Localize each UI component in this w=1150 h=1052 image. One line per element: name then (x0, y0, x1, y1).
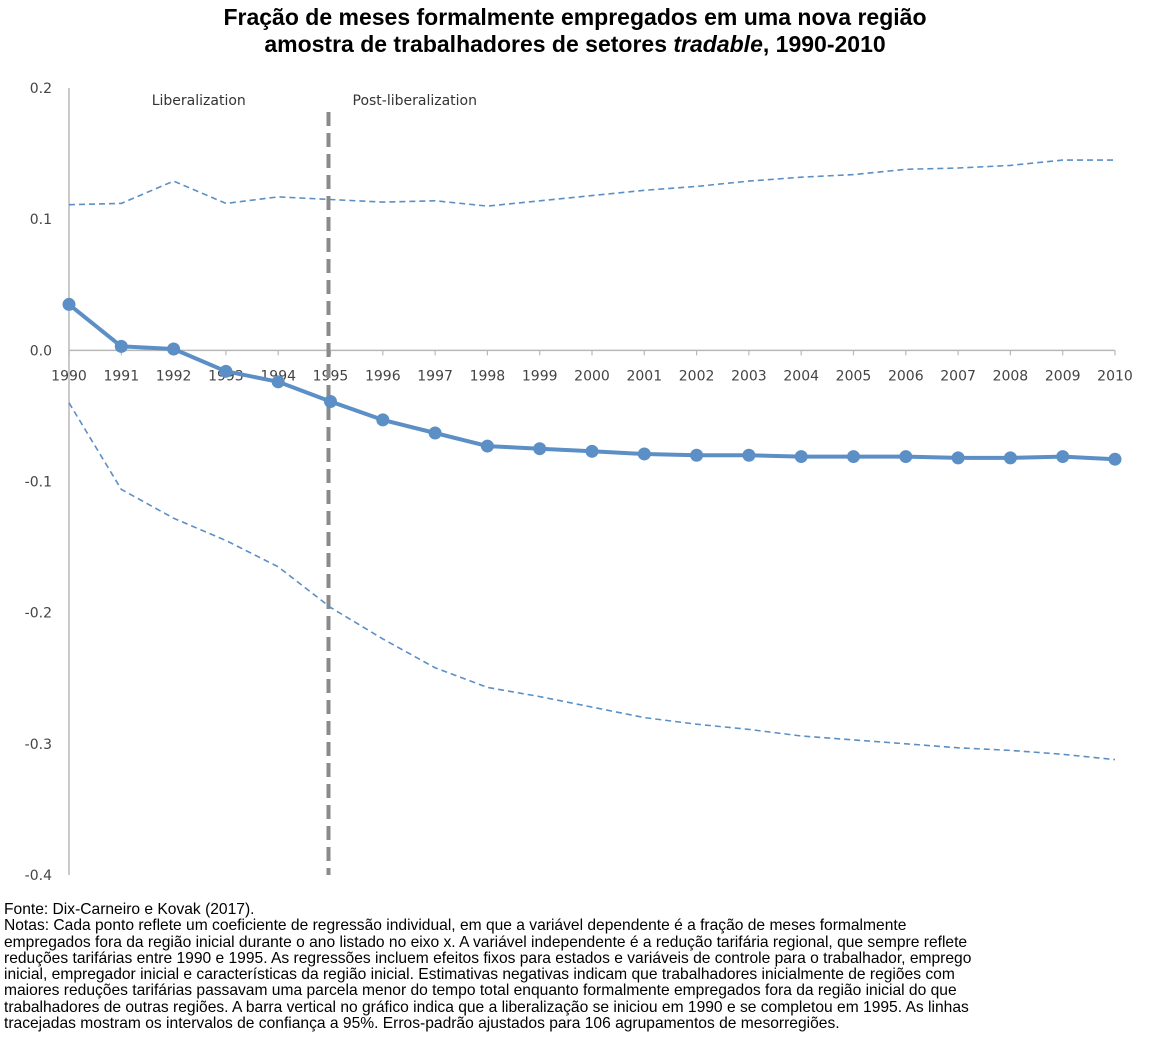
series-line-lower-95 (68, 402, 1116, 761)
y-tick-label: 0.0 (30, 343, 52, 359)
y-tick-label: -0.3 (25, 737, 52, 753)
x-tick-label: 2000 (574, 368, 610, 384)
data-point-estimate (167, 342, 181, 356)
notes-line: reduções tarifárias entre 1990 e 1995. A… (4, 949, 972, 967)
data-point-estimate (637, 447, 651, 461)
data-point-estimate (376, 413, 390, 427)
data-point-estimate (585, 444, 599, 458)
notes-line: empregados fora da região inicial durant… (4, 933, 968, 951)
data-point-estimate (742, 448, 756, 462)
data-point-estimate (847, 450, 860, 464)
x-tick-label: 1998 (470, 368, 506, 384)
source-note: Fonte: Dix-Carneiro e Kovak (2017). (4, 901, 255, 918)
data-point-estimate (1108, 452, 1122, 466)
chart-notes: Fonte: Dix-Carneiro e Kovak (2017). Nota… (4, 901, 1146, 1033)
x-tick-label: 2010 (1097, 368, 1133, 384)
x-tick-label: 1996 (365, 368, 401, 384)
data-point-estimate (1056, 450, 1070, 464)
data-point-estimate (533, 442, 547, 456)
y-tick-label: -0.2 (25, 606, 52, 622)
notes-line: tracejadas mostram os intervalos de conf… (4, 1015, 840, 1033)
data-point-estimate (794, 450, 808, 464)
data-point-estimate (324, 394, 337, 408)
x-tick-label: 2008 (993, 368, 1029, 384)
x-tick-label: 1999 (522, 368, 558, 384)
data-point-estimate (219, 364, 233, 378)
y-tick-label: -0.4 (25, 868, 52, 884)
x-tick-label: 2005 (836, 368, 872, 384)
data-point-estimate (271, 375, 285, 389)
x-tick-label: 2009 (1045, 368, 1081, 384)
series-line-upper-95 (68, 159, 1115, 207)
x-tick-label: 1997 (417, 368, 453, 384)
x-tick-label: 2001 (626, 368, 662, 384)
region-label-post-liberalization: Post-liberalization (353, 93, 477, 109)
y-tick-label: 0.1 (30, 212, 52, 228)
chart-title-line1: Fração de meses formalmente empregados e… (223, 4, 927, 30)
x-tick-label: 2007 (940, 368, 976, 384)
chart-title-line2-pre: amostra de trabalhadores de setores (264, 31, 674, 57)
data-point-estimate (480, 439, 494, 453)
data-point-estimate (62, 297, 76, 311)
data-point-estimate (690, 448, 704, 462)
notes-line: trabalhadores de outras regiões. A barra… (4, 998, 969, 1016)
x-tick-label: 2004 (783, 368, 819, 384)
chart-title-line2-post: , 1990-2010 (762, 31, 886, 57)
x-tick-label: 1990 (51, 368, 87, 384)
y-tick-label: 0.2 (30, 81, 52, 97)
data-point-estimate (899, 450, 913, 464)
line-chart: 0.2 0.1 0.0 -0.1 -0.2 -0.3 -0.4 1990 1991 1992 19… (25, 81, 1133, 884)
chart-title-line2-italic: tradable (673, 31, 763, 57)
region-labels: Liberalization Post-liberalization (152, 93, 477, 109)
x-tick-label: 2002 (679, 368, 715, 384)
data-point-estimate (114, 339, 128, 353)
data-point-estimate (951, 451, 965, 465)
notes-line: inicial, empregador inicial e caracterís… (4, 966, 955, 984)
chart-title-line2: amostra de trabalhadores de setores trad… (0, 31, 1150, 58)
chart-title: Fração de meses formalmente empregados e… (0, 4, 1150, 58)
notes-line: Notas: Cada ponto reflete um coeficiente… (4, 917, 907, 935)
x-tick-label: 1992 (156, 368, 192, 384)
y-axis: 0.2 0.1 0.0 -0.1 -0.2 -0.3 -0.4 (25, 81, 70, 884)
notes-text: Notas: Cada ponto reflete um coeficiente… (4, 917, 1146, 1033)
series-group (62, 159, 1122, 761)
x-tick-label: 2006 (888, 368, 924, 384)
notes-line: maiores reduções tarifárias passavam uma… (4, 982, 957, 1000)
x-axis: 1990199119921993199419951996199719981999… (51, 349, 1133, 384)
x-tick-label: 2003 (731, 368, 767, 384)
data-point-estimate (1003, 451, 1017, 465)
region-label-liberalization: Liberalization (152, 93, 246, 109)
y-tick-label: -0.1 (25, 475, 52, 491)
x-tick-label: 1991 (103, 368, 139, 384)
data-point-estimate (428, 426, 442, 440)
